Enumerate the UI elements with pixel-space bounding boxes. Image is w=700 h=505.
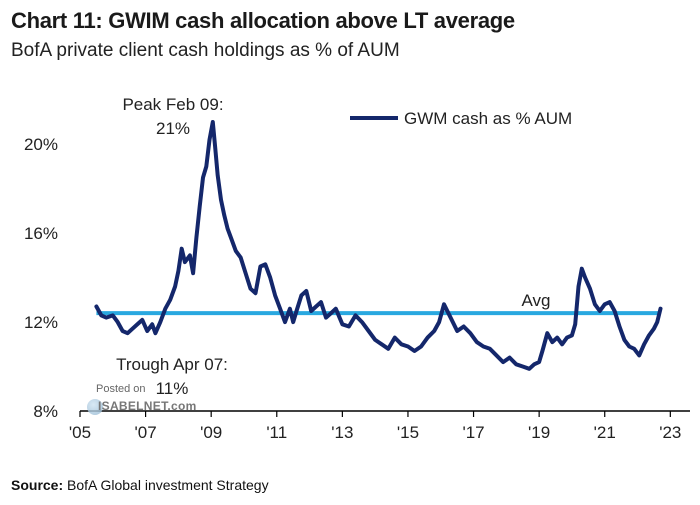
- series-line-gwm-cash: [94, 120, 663, 371]
- watermark-posted-on: Posted on: [96, 383, 146, 395]
- x-tick-label: '21: [594, 423, 616, 442]
- y-axis: 8% 12% 16% 20%: [24, 135, 58, 421]
- annotation-avg-label: Avg: [522, 291, 551, 310]
- annotation-peak-value: 21%: [156, 119, 190, 138]
- annotation-trough-value: 11%: [156, 379, 189, 398]
- x-tick-label: '23: [659, 423, 681, 442]
- annotation-trough-label: Trough Apr 07:: [116, 355, 228, 374]
- watermark-globe-icon: [87, 399, 103, 415]
- y-tick-label: 12%: [24, 313, 58, 332]
- source-note: Source: BofA Global investment Strategy: [11, 477, 269, 493]
- x-tick-label: '15: [397, 423, 419, 442]
- x-tick-label: '17: [462, 423, 484, 442]
- y-tick-label: 8%: [33, 402, 58, 421]
- chart-title: Chart 11: GWIM cash allocation above LT …: [11, 8, 515, 33]
- x-tick-label: '19: [528, 423, 550, 442]
- source-label: Source:: [11, 477, 64, 493]
- chart-area: 8%12%16%20% '05'07'09'11'13'15'17'19'21 '…: [24, 95, 690, 442]
- annotation-peak-label: Peak Feb 09:: [122, 95, 223, 114]
- chart-subtitle: BofA private client cash holdings as % o…: [11, 40, 400, 61]
- x-tick-label: '07: [135, 423, 157, 442]
- y-tick-label: 16%: [24, 224, 58, 243]
- source-text: BofA Global investment Strategy: [67, 477, 269, 493]
- x-tick-label: '05: [69, 423, 91, 442]
- y-tick-label: 20%: [24, 135, 58, 154]
- legend-label: GWM cash as % AUM: [404, 109, 572, 128]
- x-axis: '05 '07 '09 '11 '13 '15 '17 '19 '21 '23: [69, 411, 681, 442]
- x-tick-label: '09: [200, 423, 222, 442]
- x-tick-label: '13: [331, 423, 353, 442]
- x-tick-label: '11: [266, 423, 287, 442]
- watermark-site: ISABELNET.com: [98, 399, 197, 413]
